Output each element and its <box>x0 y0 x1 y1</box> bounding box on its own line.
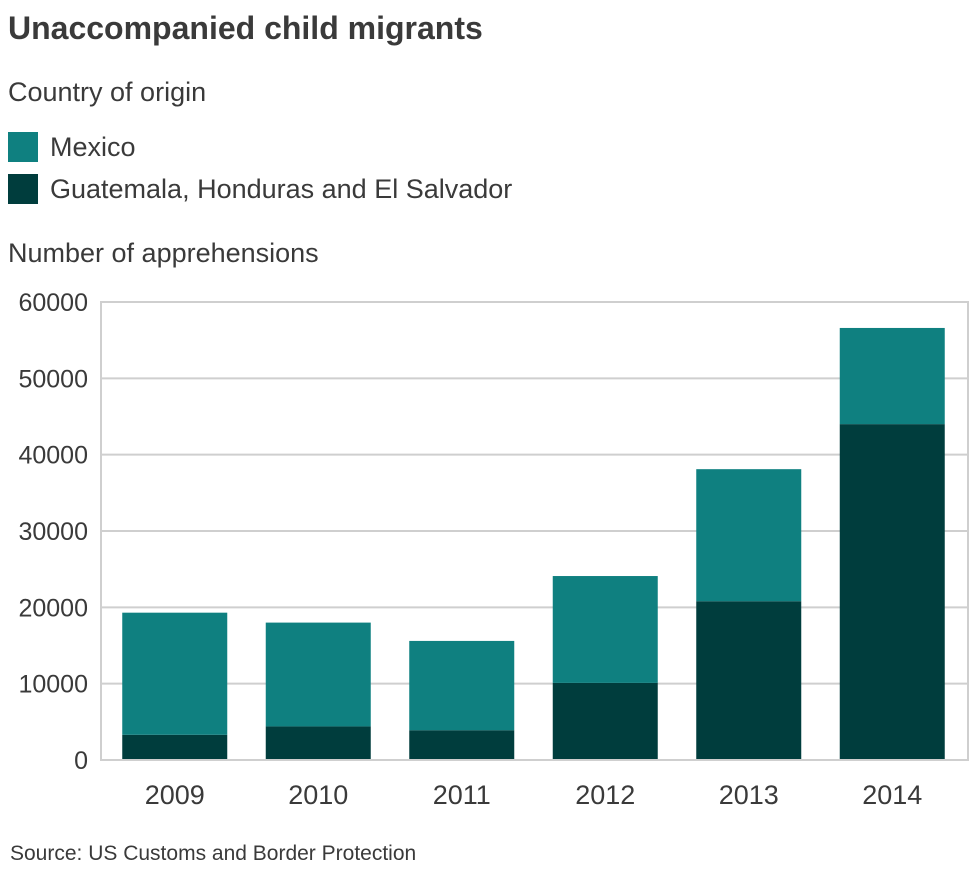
bar-segment-mexico <box>696 469 802 602</box>
legend: Mexico Guatemala, Honduras and El Salvad… <box>8 126 512 210</box>
x-tick-label: 2011 <box>433 780 491 810</box>
chart-title: Unaccompanied child migrants <box>8 10 483 46</box>
y-tick-label: 30000 <box>18 518 88 546</box>
y-axis-title: Number of apprehensions <box>8 238 319 268</box>
y-tick-label: 40000 <box>18 442 88 470</box>
legend-label-mexico: Mexico <box>50 131 136 162</box>
bar-segment-central-america <box>265 726 371 760</box>
bar-segment-mexico <box>552 576 658 683</box>
legend-label-central-america: Guatemala, Honduras and El Salvador <box>50 173 513 204</box>
legend-item-central-america: Guatemala, Honduras and El Salvador <box>8 168 512 210</box>
x-tick-label: 2014 <box>862 780 922 810</box>
y-tick-label: 10000 <box>18 671 88 699</box>
bar-segment-central-america <box>122 734 228 760</box>
bar-segment-central-america <box>839 424 945 760</box>
y-tick-label: 0 <box>74 747 88 775</box>
y-tick-label: 20000 <box>18 594 88 622</box>
bar-segment-mexico <box>839 327 945 425</box>
chart-subtitle: Country of origin <box>8 77 207 107</box>
bar-segment-central-america <box>696 601 802 760</box>
x-tick-label: 2009 <box>145 780 205 810</box>
source-note: Source: US Customs and Border Protection <box>10 842 417 865</box>
legend-swatch-mexico <box>8 132 38 162</box>
x-tick-label: 2012 <box>575 780 635 810</box>
x-tick-label: 2010 <box>288 780 348 810</box>
bar-segment-central-america <box>552 682 658 760</box>
legend-item-mexico: Mexico <box>8 126 512 168</box>
bar-segment-mexico <box>409 640 515 731</box>
y-tick-label: 50000 <box>18 365 88 393</box>
legend-swatch-central-america <box>8 174 38 204</box>
y-tick-label: 60000 <box>18 289 88 317</box>
bar-segment-mexico <box>265 622 371 727</box>
bar-segment-mexico <box>122 612 228 735</box>
bar-segment-central-america <box>409 730 515 760</box>
x-tick-label: 2013 <box>719 780 779 810</box>
